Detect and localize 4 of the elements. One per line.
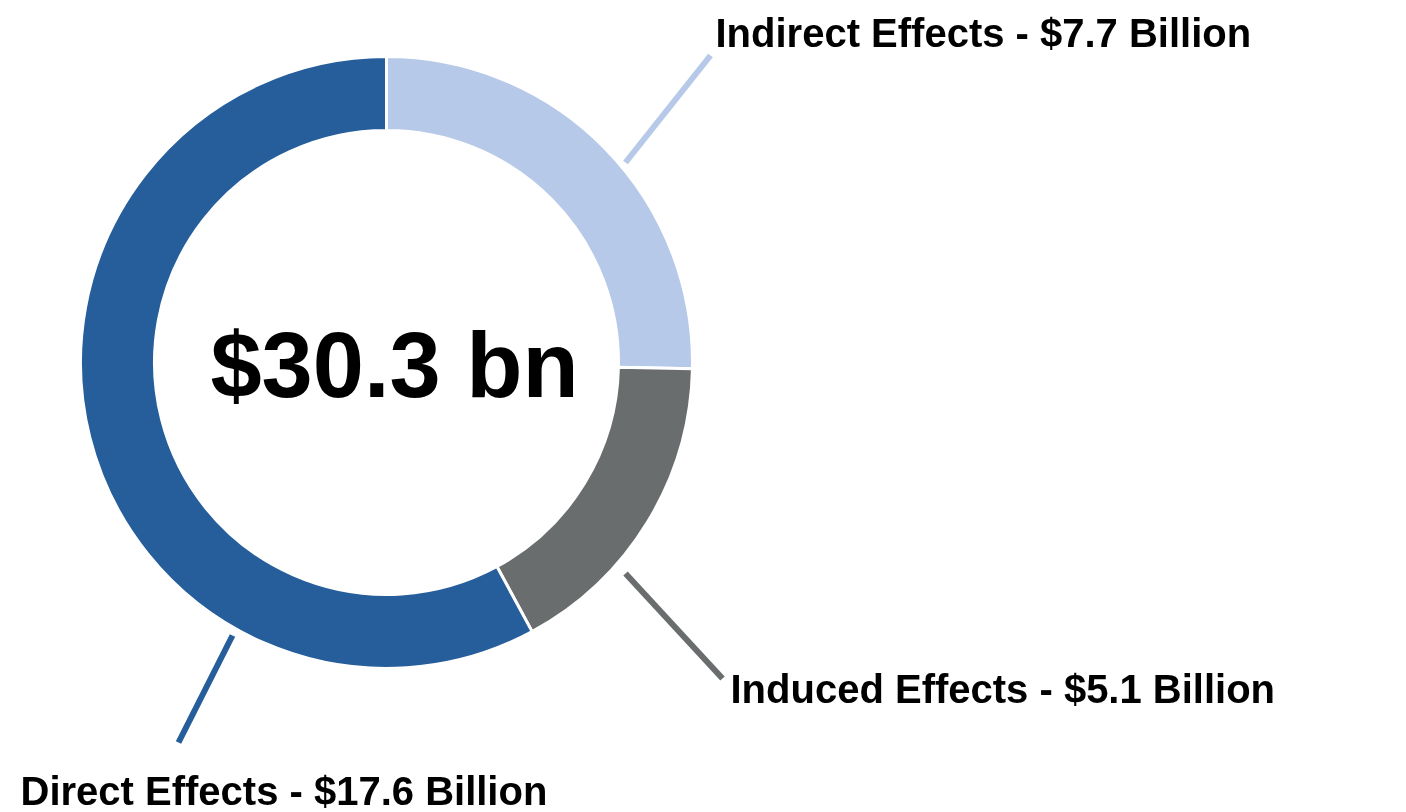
text: $30.3 bn (210, 313, 579, 416)
slice-label: Induced Effects - $5.1 Billion (730, 666, 1276, 711)
slice-label: Indirect Effects - $7.7 Billion (715, 10, 1252, 55)
slice-label: Direct Effects - $17.6 Billion (20, 768, 548, 812)
